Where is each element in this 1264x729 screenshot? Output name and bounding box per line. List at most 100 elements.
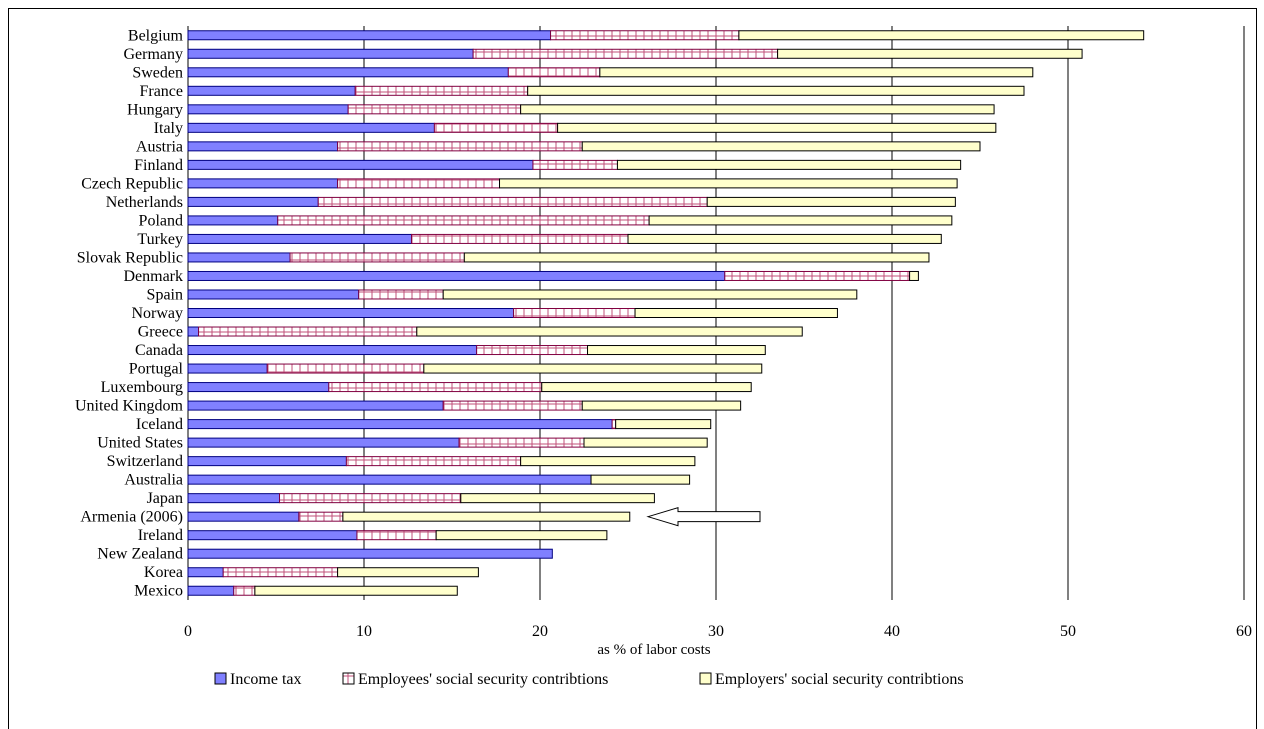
category-label: Denmark (123, 268, 183, 285)
bar-segment (634, 308, 838, 318)
category-label: Germany (123, 46, 183, 63)
x-tick-labels: 0 10 20 30 40 50 60 (184, 623, 1252, 640)
category-label: Australia (124, 472, 183, 489)
bar-segment (347, 104, 522, 115)
bar-segment (458, 437, 585, 448)
bar-segment (442, 289, 858, 300)
bar-segment (187, 456, 347, 467)
bar-segment (724, 270, 911, 281)
category-labels: BelgiumGermanySwedenFranceHungaryItalyAu… (75, 27, 184, 599)
x-tick-label: 50 (1060, 623, 1076, 640)
bar-segment (187, 345, 478, 356)
bar-segment (611, 419, 617, 430)
bar-segment (187, 30, 552, 41)
bar-segment (187, 85, 356, 96)
bar-segment (187, 474, 592, 485)
legend-swatch (699, 672, 712, 685)
bar-segment (433, 122, 559, 133)
bar-segment (317, 196, 708, 207)
category-label: New Zealand (97, 546, 183, 563)
legend-swatch (214, 672, 227, 685)
x-tick-label: 30 (708, 623, 724, 640)
bar-segment (187, 437, 460, 448)
bar-segment (187, 233, 413, 244)
category-label: Luxembourg (101, 379, 183, 396)
bar-segment (187, 511, 300, 522)
bar-segment (527, 85, 1025, 96)
bar-segment (616, 159, 962, 170)
category-label: Czech Republic (81, 175, 183, 192)
legend-label: Employees' social security contribtions (358, 671, 608, 688)
bar-segment (198, 326, 418, 337)
category-label: Iceland (136, 416, 183, 433)
bar-segment (337, 141, 583, 152)
bar-segment (909, 270, 919, 281)
category-label: Switzerland (107, 453, 183, 470)
bar-segment (187, 419, 613, 430)
bar-segment (187, 252, 291, 263)
bar-segment (187, 326, 200, 337)
bar-segment (187, 289, 360, 300)
bar-segment (587, 345, 766, 356)
bar-segment (342, 511, 631, 522)
category-label: Greece (138, 324, 183, 341)
category-label: Korea (144, 564, 183, 581)
bar-segment (187, 141, 339, 152)
legend: Income tax Employees' social security con… (214, 671, 964, 688)
bar-segment (356, 530, 437, 541)
category-label: Slovak Republic (77, 249, 183, 266)
bar-segment (187, 567, 224, 578)
category-label: Mexico (134, 583, 183, 600)
bar-segment (581, 141, 981, 152)
bar-segment (233, 585, 256, 596)
bar-segment (187, 308, 515, 318)
category-label: Finland (134, 157, 183, 174)
bar-segment (187, 48, 474, 59)
bar-segment (187, 178, 339, 189)
x-tick-label: 10 (356, 623, 372, 640)
bar-segment (520, 456, 696, 467)
bar-segment (187, 122, 435, 133)
bar-segment (411, 233, 629, 244)
bar-segment (266, 363, 425, 374)
bar-segment (435, 530, 608, 541)
category-label: Sweden (132, 64, 183, 81)
legend-swatch (342, 672, 355, 685)
bar-segment (416, 326, 803, 337)
x-tick-label: 0 (184, 623, 192, 640)
category-label: United States (97, 435, 183, 452)
bar-segment (507, 67, 601, 78)
bar-segment (463, 252, 930, 263)
bar-segment (581, 400, 742, 411)
bar-segment (187, 382, 330, 393)
x-axis-title: as % of labor costs (597, 642, 710, 658)
bar-segment (277, 215, 650, 226)
bar-segment (499, 178, 958, 189)
category-label: Hungary (127, 101, 183, 118)
bar-segment (590, 474, 691, 485)
bar-segment (279, 493, 462, 504)
bar-segment (289, 252, 465, 263)
bar-segment (187, 196, 319, 207)
category-label: Norway (131, 305, 183, 322)
bar-segment (423, 363, 763, 374)
bar-segment (541, 382, 752, 393)
category-label: Canada (135, 342, 183, 359)
bar-segment (599, 67, 1034, 78)
bar-segment (777, 48, 1083, 59)
arrow-annotation (646, 507, 761, 527)
bar-segment (476, 345, 589, 356)
bar-segment (738, 30, 1145, 41)
bar-segment (187, 400, 444, 411)
bar-segment (298, 511, 344, 522)
category-label: Japan (147, 490, 183, 507)
bar-segment (187, 215, 279, 226)
bar-segment (460, 493, 655, 504)
bar-segment (345, 456, 522, 467)
category-label: Spain (147, 286, 183, 303)
bar-segment (550, 30, 740, 41)
legend-label: Employers' social security contribtions (715, 671, 964, 688)
category-label: United Kingdom (75, 398, 184, 415)
bar-segment (187, 548, 553, 559)
